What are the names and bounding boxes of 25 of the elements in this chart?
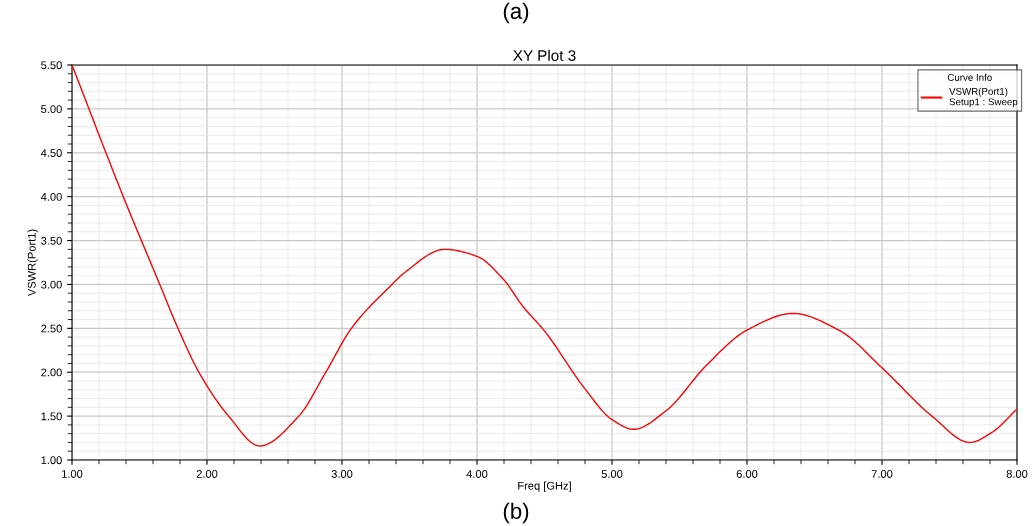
y-tick-label: 2.50: [41, 324, 62, 333]
y-tick-label: 1.00: [41, 456, 62, 465]
x-tick-label: 4.00: [466, 470, 488, 478]
x-tick-label: 3.00: [331, 470, 353, 478]
x-tick-label: 8.00: [1006, 470, 1028, 478]
y-tick-label: 4.00: [40, 192, 62, 201]
legend-title: Curve Info: [947, 73, 992, 81]
x-tick-label: 2.00: [196, 470, 218, 478]
chart-title: XY Plot 3: [513, 49, 576, 61]
y-tick-label: 4.50: [40, 149, 62, 157]
x-tick-label: 6.00: [736, 470, 758, 478]
x-tick-label: 5.00: [601, 470, 623, 478]
x-tick-label: 7.00: [871, 470, 893, 478]
y-tick-label: 3.00: [41, 280, 62, 289]
text: (b): [503, 502, 529, 524]
y-tick-label: 2.00: [41, 368, 62, 377]
legend-label: VSWR(Port1) Setup1 : Sweep: [949, 87, 1018, 108]
text: (a): [503, 2, 529, 24]
y-tick-label: 3.50: [41, 236, 62, 245]
x-axis-title: Freq [GHz]: [518, 481, 571, 492]
x-tick-label: 1.00: [62, 470, 83, 478]
y-tick-label: 5.50: [41, 61, 62, 70]
y-tick-label: 5.00: [41, 105, 62, 114]
y-axis-title: VSWR(Port1): [27, 229, 38, 297]
y-tick-label: 1.50: [41, 412, 62, 421]
